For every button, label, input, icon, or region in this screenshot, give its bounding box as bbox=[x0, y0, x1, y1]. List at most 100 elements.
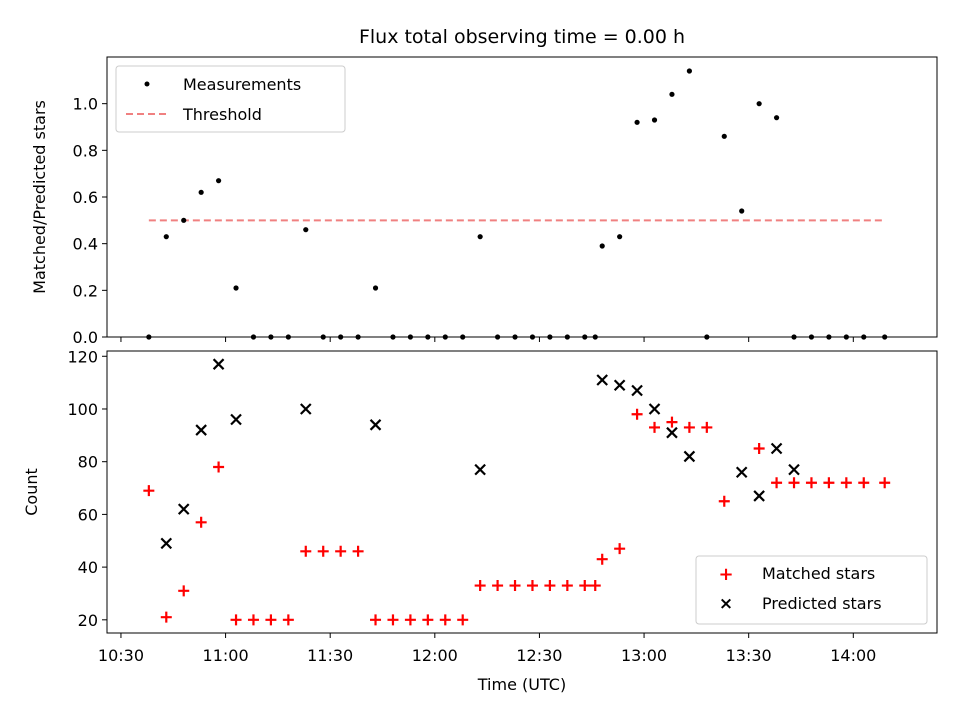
matched-star-point bbox=[247, 614, 259, 626]
matched-star-point bbox=[439, 614, 451, 626]
chart-title: Flux total observing time = 0.00 h bbox=[359, 26, 685, 48]
measurement-point bbox=[547, 334, 553, 340]
measurement-point bbox=[686, 68, 692, 74]
measurement-point bbox=[826, 334, 832, 340]
legend-matched-label: Matched stars bbox=[762, 564, 875, 583]
measurement-point bbox=[791, 334, 797, 340]
legend-threshold-label: Threshold bbox=[182, 105, 262, 124]
measurement-point bbox=[494, 334, 501, 340]
matched-star-point bbox=[840, 477, 852, 489]
matched-star-point bbox=[317, 545, 329, 557]
measurement-point bbox=[529, 334, 536, 340]
top-legend-frame bbox=[115, 65, 346, 133]
measurement-point bbox=[882, 334, 888, 340]
predicted-star-point bbox=[596, 374, 608, 386]
measurement-point bbox=[756, 101, 762, 107]
matched-star-point bbox=[771, 477, 783, 489]
top-y-tick-label: 0.6 bbox=[73, 188, 98, 207]
bottom-x-axis: 10:30 11:00 11:30 12:00 12:30 13:00 13:30 14:00 bbox=[98, 633, 876, 665]
top-y-tick-label: 0.2 bbox=[73, 281, 98, 300]
measurement-point bbox=[390, 334, 396, 340]
matched-star-point bbox=[858, 477, 870, 489]
matched-star-point bbox=[544, 580, 556, 592]
bottom-y-tick-label: 80 bbox=[78, 453, 98, 472]
predicted-star-point bbox=[788, 463, 800, 476]
matched-star-point bbox=[879, 477, 891, 489]
measurement-point bbox=[460, 334, 466, 340]
matched-star-point bbox=[614, 543, 626, 555]
measurement-point bbox=[425, 334, 431, 340]
predicted-star-point bbox=[160, 537, 173, 550]
matched-star-point bbox=[178, 585, 190, 597]
measurement-point bbox=[564, 334, 570, 340]
bottom-y-tick-label: 120 bbox=[67, 347, 98, 366]
bottom-x-tick-label: 14:00 bbox=[830, 646, 876, 665]
matched-star-point bbox=[589, 580, 601, 592]
bottom-x-tick-label: 11:00 bbox=[203, 646, 249, 665]
matched-star-point bbox=[195, 516, 207, 528]
measurement-point bbox=[634, 119, 640, 125]
matched-star-point bbox=[213, 461, 225, 473]
matched-star-point bbox=[526, 580, 538, 592]
measurement-point bbox=[146, 334, 152, 340]
legend-measurements-label: Measurements bbox=[183, 75, 301, 94]
top-y-tick-label: 0.0 bbox=[73, 328, 98, 347]
measurement-point bbox=[268, 334, 274, 340]
measurement-point bbox=[704, 334, 710, 340]
predicted-star-point bbox=[735, 466, 748, 479]
matched-star-point bbox=[718, 495, 730, 507]
bottom-y-axis: 20 40 60 80 100 120 bbox=[67, 347, 107, 630]
measurement-point bbox=[250, 334, 257, 340]
bottom-x-tick-label: 12:30 bbox=[516, 646, 562, 665]
measurement-point bbox=[739, 208, 745, 214]
predicted-star-point bbox=[474, 463, 486, 476]
predicted-star-point bbox=[230, 413, 242, 426]
predicted-star-point bbox=[753, 490, 765, 502]
bottom-legend: + Matched stars × Predicted stars bbox=[695, 555, 928, 625]
legend-predicted-label: Predicted stars bbox=[762, 594, 882, 613]
matched-star-point bbox=[701, 421, 713, 433]
matched-star-point bbox=[649, 421, 661, 433]
predicted-star-point bbox=[369, 419, 382, 431]
matched-star-point bbox=[404, 614, 416, 626]
matched-star-point bbox=[230, 614, 242, 626]
measurement-point bbox=[861, 334, 867, 340]
predicted-star-point bbox=[666, 426, 678, 439]
measurement-point bbox=[721, 133, 727, 139]
measurement-point bbox=[163, 234, 169, 240]
measurement-point bbox=[285, 334, 291, 340]
bottom-marks bbox=[143, 358, 891, 626]
measurement-point bbox=[303, 227, 309, 233]
bottom-y-tick-label: 40 bbox=[78, 558, 98, 577]
legend-predicted-marker: × bbox=[719, 594, 733, 614]
measurement-point bbox=[198, 189, 204, 195]
bottom-panel: 20 40 60 80 100 120 10:30 11:00 11:30 12:00 12:30… bbox=[22, 347, 938, 694]
top-y-axis-title: Matched/Predicted stars bbox=[30, 100, 49, 294]
matched-star-point bbox=[492, 580, 504, 592]
legend-measurements-marker bbox=[144, 81, 150, 87]
predicted-star-point bbox=[613, 379, 626, 392]
matched-star-point bbox=[561, 580, 573, 592]
matched-star-point bbox=[753, 443, 765, 455]
measurement-point bbox=[512, 334, 518, 340]
measurement-point bbox=[181, 217, 187, 223]
measurement-point bbox=[215, 178, 222, 184]
predicted-star-point bbox=[648, 403, 661, 415]
matched-star-point bbox=[509, 580, 521, 592]
bottom-x-tick-label: 11:30 bbox=[307, 646, 353, 665]
predicted-star-point bbox=[683, 450, 696, 463]
predicted-star-point bbox=[177, 503, 190, 515]
measurement-point bbox=[651, 117, 658, 123]
measurement-point bbox=[808, 334, 815, 340]
matched-star-point bbox=[805, 477, 817, 489]
measurement-point bbox=[617, 234, 623, 240]
matched-star-point bbox=[265, 614, 277, 626]
predicted-star-point bbox=[300, 403, 312, 415]
matched-star-point bbox=[788, 477, 800, 489]
matched-star-point bbox=[579, 580, 591, 592]
bottom-legend-frame bbox=[695, 555, 928, 625]
matched-star-point bbox=[422, 614, 434, 626]
matched-star-point bbox=[457, 614, 469, 626]
top-y-tick-label: 0.8 bbox=[73, 141, 98, 160]
top-x-ticks bbox=[120, 337, 854, 342]
